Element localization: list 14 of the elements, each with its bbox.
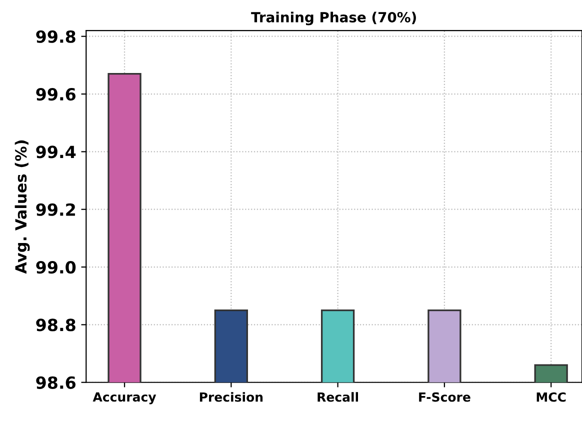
x-tick-label: F-Score [419,392,470,402]
y-tick-label: 99.6 [36,88,76,101]
y-tick-label: 99.2 [36,203,75,216]
x-tick-label: MCC [536,392,566,402]
chart-title: Training Phase (70%) [251,12,416,26]
y-tick-label: 99.4 [36,146,76,158]
y-axis-title: Avg. Values (%) [14,140,30,274]
x-tick-label: Recall [318,392,358,402]
y-tick-label: 98.6 [36,376,76,389]
y-tick-label: 99.0 [36,261,76,274]
x-tick-label: Accuracy [92,392,156,404]
y-tick-label: 98.8 [36,318,76,332]
y-tick-label: 99.8 [36,30,76,43]
x-tick-label: Precision [200,392,263,402]
